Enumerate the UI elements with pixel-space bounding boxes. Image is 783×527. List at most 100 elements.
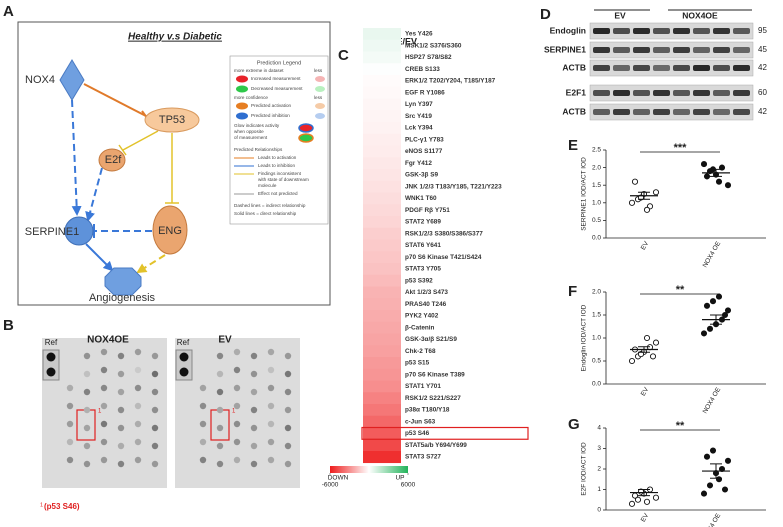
y-axis-label: SERPINE1 IOD/ACT IOD [581,157,588,231]
panel-label: B [3,317,14,334]
legend-text: Leads to inhibition [258,163,295,168]
row-label: p53 S392 [405,277,433,284]
data-point [643,498,651,505]
heatmap-cell [363,133,401,146]
array-spot [117,388,125,396]
heatmap-cell [363,145,401,158]
row-label: p70 S6 Kinase T389 [405,371,465,378]
array-membrane [42,338,167,488]
heatmap-cell [363,427,401,440]
row-label: EGF R Y1086 [405,89,445,96]
legend-swatch [315,76,325,82]
heatmap-cell [363,451,401,464]
data-point [721,486,729,493]
array-spot [100,348,108,356]
row-label: STAT3 Y705 [405,266,441,273]
blot-strip [589,59,754,77]
legend-text: of measurement [234,135,268,140]
data-point [700,330,708,337]
data-point [724,307,732,314]
row-label: Chk-2 T68 [405,348,436,355]
ref-spot [179,367,189,377]
array-spot [117,406,125,414]
row-label: STAT1 Y701 [405,383,441,390]
blot-band [733,28,750,34]
y-tick-label: 0 [597,507,601,514]
row-label: c-Jun S63 [405,418,436,425]
heatmap-cell [363,169,401,182]
array-label: EV [218,335,232,346]
legend-text: Solid lines = direct relationship [234,211,297,216]
row-label: PLC-γ1 Y783 [405,136,444,143]
edge [122,130,159,151]
colorbar-tick-label: 6000 [401,482,416,489]
array-spot [216,352,224,360]
legend-text: more extreme in dataset [234,68,284,73]
data-point [709,447,717,454]
legend-swatch [315,103,325,109]
node-label: NOX4 [25,74,55,86]
blot-band [673,109,690,115]
array-spot [134,366,142,374]
footnote-marker: 1 [40,502,43,508]
array-spot [151,352,159,360]
footnote-marker: 1 [232,409,236,415]
colorbar [330,466,408,473]
ref-spot [46,352,56,362]
blot-kda: 95 [758,26,767,35]
array-membrane [175,338,300,488]
legend-text: Increased measurement [251,76,301,81]
array-spot [199,438,207,446]
blot-band [613,90,630,96]
y-tick-label: 1.5 [592,312,601,319]
array-spot [151,460,159,468]
blot-strip [589,84,754,102]
array-spot [233,438,241,446]
heatmap-cell [363,86,401,99]
data-point [715,476,723,483]
blot-band [633,109,650,115]
data-point [628,357,636,365]
row-label: PDGF Rβ Y751 [405,207,450,214]
legend-swatch [298,133,314,143]
array-spot [267,402,275,410]
y-tick-label: 1.0 [592,200,601,207]
data-point [652,339,660,346]
row-label: RSK1/2 S221/S227 [405,395,461,402]
edge [85,243,114,272]
array-spot [83,388,91,396]
heatmap-cell [363,333,401,346]
array-spot [233,384,241,392]
node-label: TP53 [159,114,185,126]
blot-strip [589,103,754,121]
row-label: p53 S15 [405,360,430,367]
ref-spot [179,352,189,362]
row-label: STAT5a/b Y694/Y699 [405,442,467,449]
array-spot [151,388,159,396]
blot-band [693,109,710,115]
array-label: NOX4OE [87,335,129,346]
ref-spot [46,367,56,377]
heatmap-cell [363,63,401,76]
data-point [652,494,660,501]
blot-kda: 60 [758,88,767,97]
array-spot [284,424,292,432]
array-spot [284,460,292,468]
blot-band [593,28,610,34]
legend-swatch [315,113,325,119]
data-point [628,199,636,206]
heatmap-cell [363,122,401,135]
legend-swatch [236,75,248,83]
blot-column: EV [614,10,626,20]
significance-label: ** [676,284,685,296]
x-tick-label: EV [640,240,651,252]
y-tick-label: 2.0 [592,164,601,171]
data-point [637,351,645,358]
legend-swatch [315,86,325,92]
data-point [715,178,723,185]
edge [71,99,82,216]
heatmap-cell [363,404,401,417]
blot-panel: EV NOX4OE Endoglin 95 SERPINE1 45 ACTB 42 E2F1… [544,9,767,121]
